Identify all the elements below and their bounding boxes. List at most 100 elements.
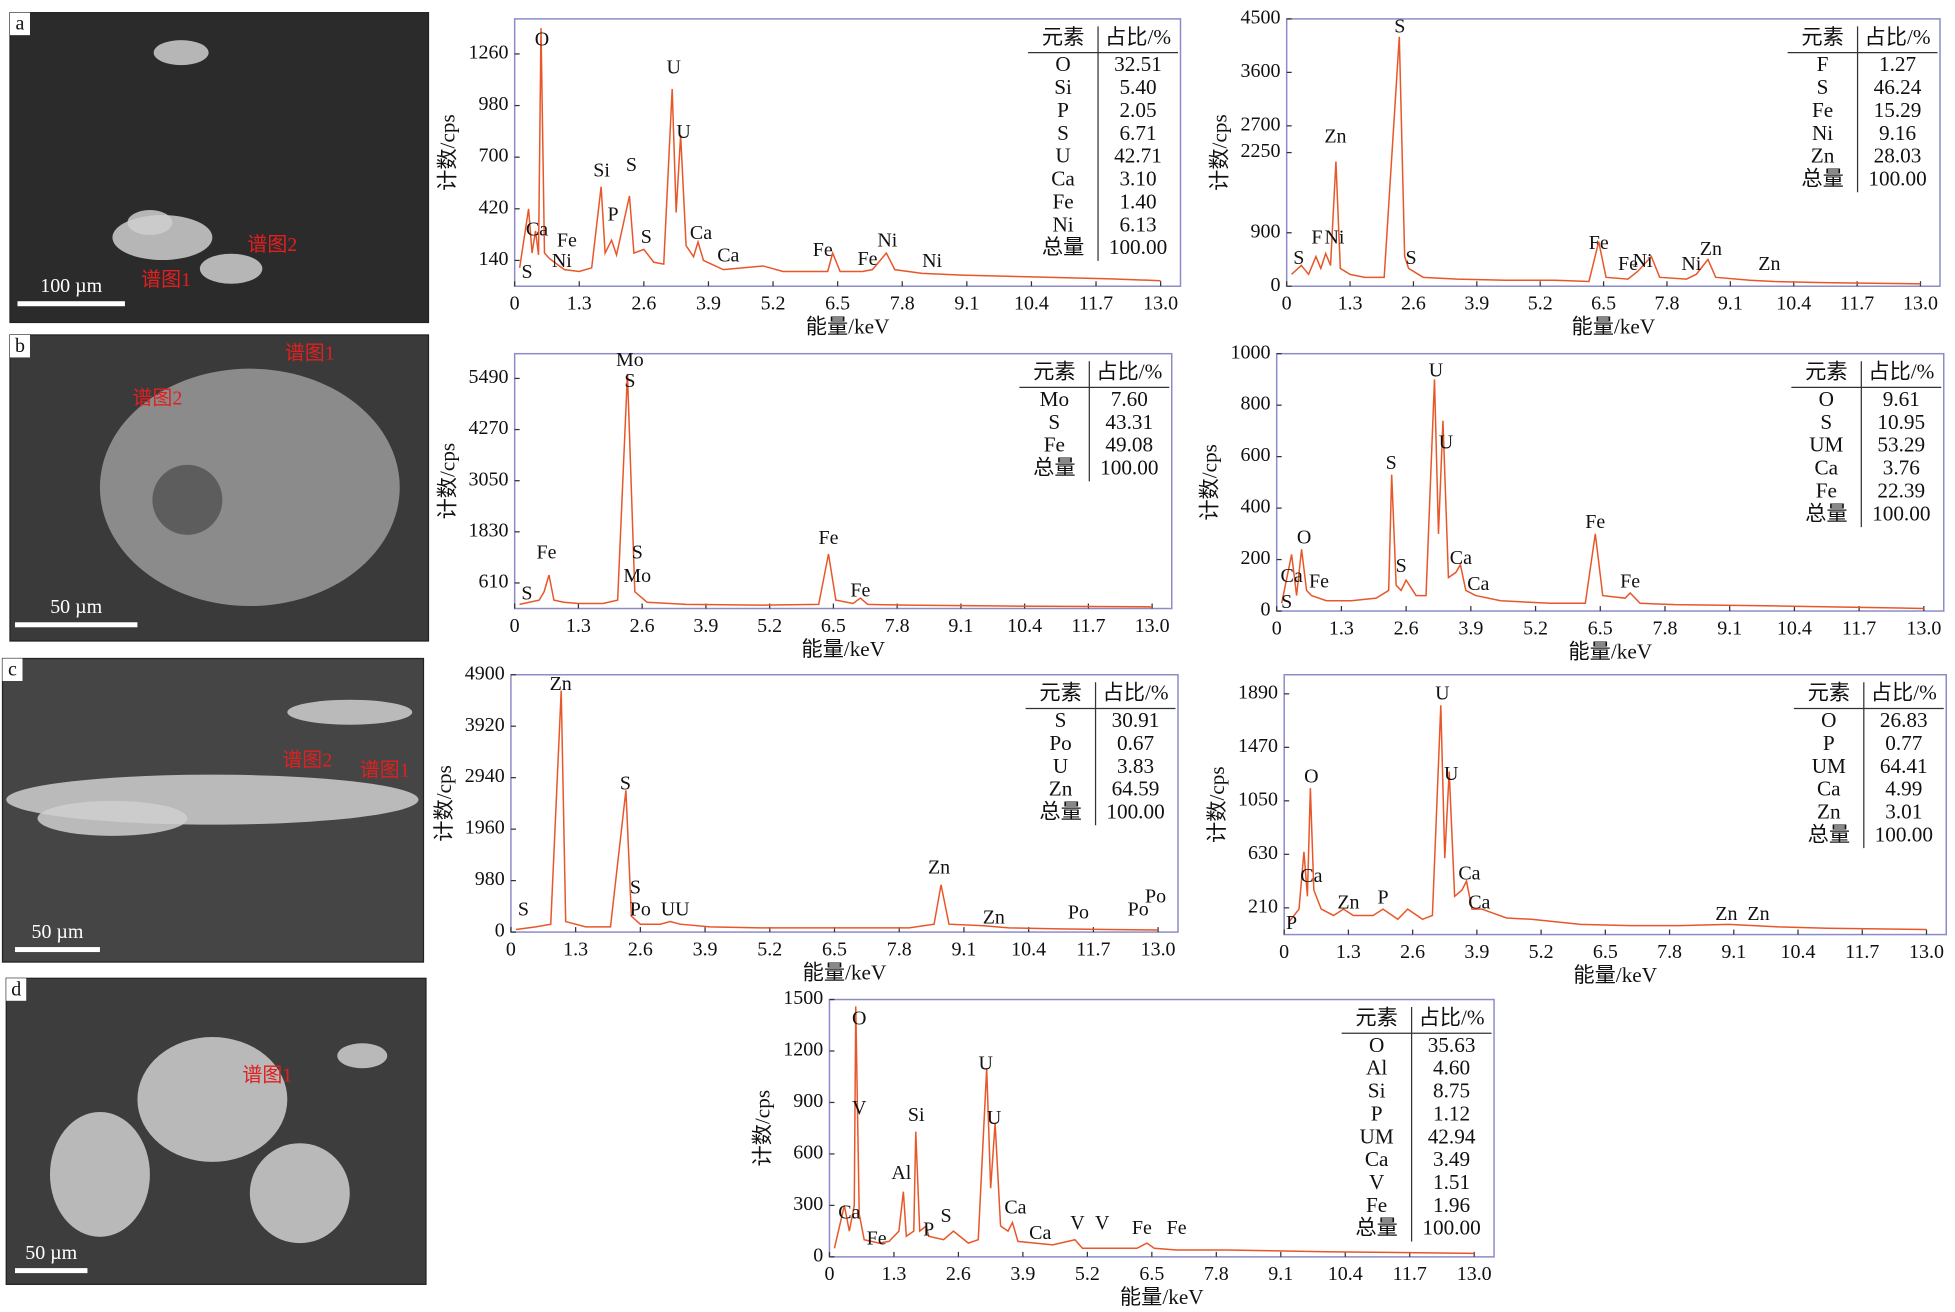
peak-label: Ni — [552, 250, 572, 272]
spectrum-line — [1288, 705, 1927, 931]
table-header: 元素 — [1033, 360, 1075, 384]
mineral-grain — [127, 210, 173, 236]
panel-letter: a — [16, 13, 25, 35]
table-cell: F — [1817, 52, 1829, 76]
table-cell: P — [1057, 98, 1069, 122]
y-axis-label: 计数/cps — [436, 114, 460, 191]
x-tick-label: 2.6 — [1401, 293, 1426, 315]
y-tick-label: 1200 — [783, 1039, 823, 1061]
scale-label: 50 µm — [50, 596, 102, 618]
x-tick-label: 5.2 — [757, 938, 782, 960]
table-cell: Zn — [1049, 777, 1073, 801]
spectrum-line — [1291, 36, 1921, 285]
y-tick-label: 2700 — [1240, 113, 1280, 135]
table-cell: Zn — [1817, 800, 1841, 824]
peak-label: Zn — [1700, 238, 1722, 260]
table-header: 占比/% — [1103, 681, 1169, 705]
peak-label: U — [1444, 763, 1458, 785]
peak-label: U — [978, 1052, 992, 1074]
peak-label: U — [666, 56, 680, 78]
table-cell: 总量 — [1039, 800, 1081, 824]
x-tick-label: 7.8 — [885, 615, 910, 637]
x-tick-label: 9.1 — [1718, 293, 1743, 315]
table-cell: 30.91 — [1112, 708, 1160, 732]
x-axis-label: 能量/keV — [1573, 963, 1657, 987]
table-header: 占比/% — [1096, 360, 1162, 384]
peak-label: Fe — [557, 230, 577, 252]
peak-label: U — [1429, 359, 1443, 381]
table-cell: 3.01 — [1885, 800, 1922, 824]
table-cell: UM — [1809, 433, 1843, 457]
peak-label: S — [632, 542, 643, 564]
x-tick-label: 7.8 — [890, 293, 915, 315]
x-tick-label: 1.3 — [1336, 941, 1361, 963]
y-tick-label: 1960 — [465, 817, 505, 839]
peak-label: Zn — [1758, 253, 1780, 275]
peak-label: S — [940, 1205, 951, 1227]
y-tick-label: 1050 — [1238, 788, 1278, 810]
scale-bar — [14, 622, 138, 628]
x-tick-label: 9.1 — [1268, 1263, 1293, 1285]
y-tick-label: 1500 — [783, 987, 823, 1009]
plot-frame — [510, 673, 1179, 933]
x-tick-label: 13.0 — [1903, 293, 1938, 315]
x-tick-label: 10.4 — [1014, 293, 1049, 315]
table-cell: 100.00 — [1422, 1216, 1480, 1240]
table-header: 元素 — [1808, 681, 1850, 705]
peak-label: Zn — [983, 907, 1005, 929]
peak-label: Fe — [1309, 570, 1329, 592]
table-cell: 26.83 — [1880, 708, 1928, 732]
y-tick-label: 900 — [1250, 220, 1280, 242]
x-tick-label: 7.8 — [1654, 293, 1679, 315]
table-cell: 100.00 — [1872, 501, 1930, 525]
y-axis-label: 计数/cps — [432, 765, 456, 842]
x-tick-label: 11.7 — [1393, 1263, 1427, 1285]
y-tick-label: 610 — [478, 571, 508, 593]
plot-frame — [828, 998, 1495, 1258]
table-cell: 100.00 — [1109, 235, 1167, 259]
scale-label: 100 µm — [40, 275, 102, 297]
plot-frame — [513, 352, 1173, 610]
y-tick-label: 210 — [1248, 895, 1278, 917]
table-cell: 15.29 — [1874, 98, 1922, 122]
table-cell: 28.03 — [1874, 144, 1922, 168]
peak-label: S — [630, 877, 641, 899]
x-tick-label: 9.1 — [948, 615, 973, 637]
peak-label: S — [1293, 247, 1304, 269]
x-tick-label: 5.2 — [1529, 941, 1554, 963]
y-tick-label: 200 — [1240, 547, 1270, 569]
x-tick-label: 5.2 — [1075, 1263, 1100, 1285]
table-cell: Fe — [1366, 1193, 1387, 1217]
peak-label: U — [1439, 431, 1453, 453]
x-tick-label: 6.5 — [1593, 941, 1618, 963]
x-tick-label: 13.0 — [1143, 293, 1178, 315]
panel-letter: d — [11, 978, 21, 1000]
table-cell: V — [1369, 1170, 1385, 1194]
x-tick-label: 11.7 — [1842, 617, 1876, 639]
table-header: 占比/% — [1865, 25, 1931, 49]
table-cell: 总量 — [1808, 822, 1850, 846]
x-tick-label: 1.3 — [1329, 617, 1354, 639]
peak-label: Mo — [623, 565, 651, 587]
peak-label: Ni — [922, 250, 942, 272]
table-cell: 46.24 — [1874, 75, 1922, 99]
table-cell: 总量 — [1033, 456, 1075, 480]
table-cell: Ni — [1812, 121, 1833, 145]
peak-label: Zn — [1337, 892, 1359, 914]
y-tick-label: 0 — [813, 1244, 823, 1266]
table-cell: 5.40 — [1119, 75, 1156, 99]
peak-label: UU — [661, 899, 690, 921]
x-tick-label: 7.8 — [1652, 617, 1677, 639]
table-cell: Si — [1368, 1079, 1386, 1103]
table-cell: 3.83 — [1117, 754, 1154, 778]
peak-label: O — [1297, 527, 1311, 549]
plot-frame — [1283, 673, 1948, 936]
table-header: 元素 — [1805, 360, 1847, 384]
x-axis-label: 能量/keV — [1568, 639, 1652, 663]
x-tick-label: 3.9 — [1458, 617, 1483, 639]
table-cell: 1.40 — [1119, 189, 1156, 213]
peak-label: Ni — [1681, 253, 1701, 275]
table-header: 元素 — [1801, 25, 1843, 49]
table-header: 元素 — [1039, 681, 1081, 705]
table-cell: O — [1055, 52, 1070, 76]
